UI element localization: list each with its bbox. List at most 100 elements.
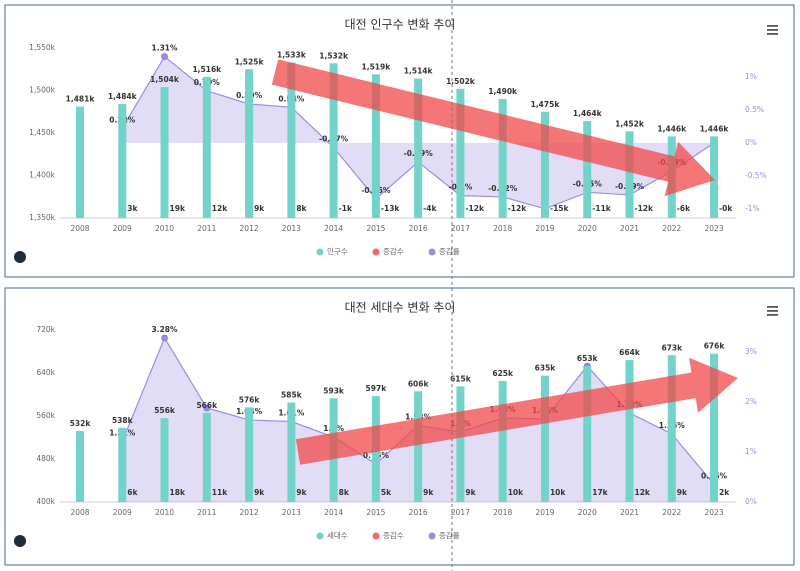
bar [498,381,507,502]
rate-point [161,53,168,60]
menu-icon[interactable] [767,25,778,35]
data-label: 1,532k [319,51,349,60]
y2-tick-label: 1% [745,447,757,456]
bar [202,76,211,219]
rate-area [122,56,715,209]
change-label: 9k [465,488,476,497]
y2-tick-label: 0.5% [745,105,764,114]
change-label: -12k [465,204,485,213]
data-label: 1,490k [488,87,518,96]
y-tick-label: 400k [36,497,55,506]
data-label: 1,446k [657,124,687,133]
x-tick-label: 2014 [324,224,343,233]
x-tick-label: 2008 [70,224,89,233]
x-tick-label: 2023 [705,224,724,233]
data-label: 1.31% [152,44,179,53]
y2-tick-label: 2% [745,397,757,406]
change-label: 5k [381,488,392,497]
change-label: 17k [592,488,608,497]
data-label: 585k [281,391,303,400]
chart-title: 대전 세대수 변화 추이 [345,301,456,315]
data-label: 566k [196,401,218,410]
data-label: 593k [323,386,345,395]
bar [667,355,676,502]
change-label: 9k [254,488,265,497]
x-tick-label: 2017 [451,224,470,233]
bar [202,412,211,502]
x-tick-label: 2016 [409,508,428,517]
chart-title: 대전 인구수 변화 추이 [345,18,456,32]
bar [583,121,592,218]
data-label: 673k [661,343,683,352]
data-label: 606k [408,379,430,388]
bar [287,62,296,219]
x-tick-label: 2017 [451,508,470,517]
data-label: 538k [112,416,134,425]
x-tick-label: 2018 [493,224,512,233]
y-tick-label: 1,450k [29,128,55,137]
data-label: 1,446k [700,124,730,133]
bar [76,431,84,502]
data-label: 625k [492,369,514,378]
change-label: 18k [170,488,186,497]
y-tick-label: 1,350k [29,213,55,222]
bar [160,418,169,502]
change-label: 6k [127,488,138,497]
data-label: 1,525k [235,57,265,66]
y-tick-label: 560k [36,411,55,420]
logo-icon [14,535,26,547]
change-label: -12k [635,204,655,213]
y2-tick-label: 3% [745,347,757,356]
legend-marker [372,248,380,256]
legend-marker [316,248,324,256]
data-label: 676k [704,342,726,351]
rate-point [203,404,211,412]
legend-marker [372,532,380,540]
y-tick-label: 1,550k [29,43,55,52]
data-label: 556k [154,406,176,415]
x-tick-label: 2020 [578,224,597,233]
data-label: 615k [450,374,472,383]
x-tick-label: 2016 [409,224,428,233]
change-label: 2k [719,488,730,497]
data-label: 1,519k [362,62,392,71]
legend-marker [428,248,436,256]
bar [118,427,127,502]
change-label: 9k [423,488,434,497]
x-tick-label: 2022 [662,224,681,233]
data-label: 635k [535,364,557,373]
x-tick-label: 2009 [113,224,132,233]
bar [118,104,127,218]
y2-tick-label: 1% [745,72,757,81]
y2-tick-label: -0.5% [745,171,767,180]
x-tick-label: 2012 [240,224,259,233]
menu-icon[interactable] [767,306,778,316]
trend-arrow [271,59,715,197]
bar [583,366,592,502]
change-label: 9k [296,488,307,497]
y2-tick-label: -1% [745,204,760,213]
logo-icon [14,251,26,263]
y-tick-label: 480k [36,454,55,463]
change-label: 8k [296,204,307,213]
bar [245,69,254,218]
change-label: 3k [127,204,138,213]
data-label: 1,475k [531,100,561,109]
bar [540,375,549,502]
legend-marker [316,532,324,540]
change-label: -11k [592,204,612,213]
bar [625,360,634,502]
bar [710,353,719,502]
y2-tick-label: 0% [745,497,757,506]
bar [287,402,296,502]
bar [329,63,338,218]
legend-label: 증감률 [439,246,460,256]
x-tick-label: 2019 [535,508,554,517]
change-label: 12k [635,488,651,497]
x-tick-label: 2020 [578,508,597,517]
change-label: -12k [508,204,528,213]
x-tick-label: 2015 [366,508,385,517]
x-tick-label: 2023 [705,508,724,517]
change-label: 10k [550,488,566,497]
